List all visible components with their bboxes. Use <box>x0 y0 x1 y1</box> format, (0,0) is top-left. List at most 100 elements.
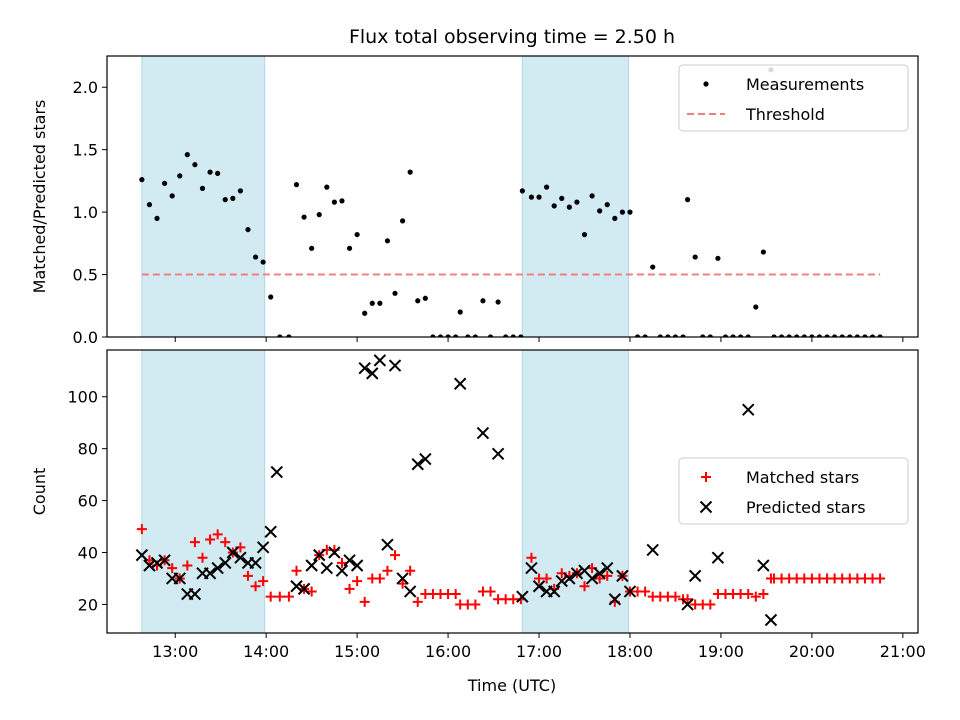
predicted-point <box>388 359 402 372</box>
predicted-point <box>476 426 490 440</box>
matched-point <box>705 599 716 610</box>
predicted-point <box>173 572 186 585</box>
matched-point <box>274 591 285 602</box>
measurement-point <box>536 194 542 200</box>
matched-point <box>743 589 754 600</box>
shaded-span-1 <box>141 349 266 634</box>
matched-point <box>579 581 590 592</box>
predicted-point <box>373 354 387 367</box>
measurement-point <box>324 184 330 190</box>
measurement-point <box>457 309 463 315</box>
matched-point <box>283 591 294 602</box>
predicted-point <box>585 572 599 585</box>
measurement-point <box>215 170 221 176</box>
matched-point <box>450 589 461 600</box>
y-axis-label: Count <box>30 468 49 516</box>
matched-point <box>397 578 408 589</box>
measurement-point <box>162 180 168 186</box>
bottom-panel: 20 40 60 80 100 13:00 14:00 15:00 16:00 17:00 18:0… <box>30 349 926 661</box>
measurement-point <box>487 334 494 337</box>
matched-point <box>412 596 423 607</box>
x-tick-label: 16:00 <box>425 642 471 661</box>
measurement-point <box>566 204 572 210</box>
measurement-point <box>665 334 671 337</box>
predicted-point <box>616 569 629 583</box>
measurement-point <box>771 334 777 337</box>
predicted-point <box>453 377 467 390</box>
measurement-point <box>354 231 360 238</box>
measurement-point <box>528 194 535 200</box>
predicted-point <box>601 561 614 575</box>
measurement-point <box>184 152 190 158</box>
measurement-point <box>331 199 337 205</box>
matched-point <box>750 591 761 602</box>
matched-point <box>374 573 385 584</box>
predicted-point <box>297 582 311 596</box>
predicted-point <box>570 567 584 580</box>
predicted-point <box>381 538 394 551</box>
matched-point <box>306 586 317 597</box>
legend-label: Measurements <box>746 75 864 94</box>
measurement-point <box>824 334 830 337</box>
matched-point <box>602 570 613 581</box>
shaded-span-2 <box>521 349 629 634</box>
predicted-point <box>396 572 409 585</box>
measurement-point <box>745 334 751 337</box>
predicted-point <box>158 554 171 567</box>
measurement-point <box>369 300 375 306</box>
predicted-point <box>608 593 622 606</box>
predicted-point <box>681 598 694 611</box>
measurement-point <box>339 198 345 204</box>
matched-point <box>875 573 886 584</box>
measurement-point <box>495 299 501 305</box>
matched-point <box>390 550 401 561</box>
plot-area <box>139 67 883 337</box>
matched-point <box>167 563 178 574</box>
predicted-point <box>403 585 417 598</box>
predicted-point <box>532 580 546 593</box>
matched-point <box>189 537 200 548</box>
measurement-point <box>199 185 206 191</box>
matched-point <box>265 591 276 602</box>
measurement-point <box>760 249 766 255</box>
measurement-point <box>832 334 838 337</box>
predicted-point <box>742 403 755 416</box>
predicted-point <box>135 548 149 562</box>
measurement-point <box>268 294 274 300</box>
measurement-point <box>346 245 353 251</box>
x-tick-label: 18:00 <box>607 642 653 661</box>
x-tick-label: 15:00 <box>334 642 380 661</box>
measurement-point <box>869 334 876 337</box>
series-matched-stars <box>136 524 886 610</box>
matched-point <box>344 583 355 594</box>
measurement-point <box>286 334 292 337</box>
y-tick-label: 2.0 <box>73 78 98 97</box>
matched-point <box>758 589 769 600</box>
measurement-point <box>816 334 823 337</box>
predicted-point <box>320 561 334 575</box>
measurement-point <box>738 334 744 337</box>
matched-point <box>382 565 393 576</box>
predicted-point <box>249 556 262 570</box>
matched-point <box>485 586 496 597</box>
y-tick-label: 1.0 <box>73 203 98 222</box>
measurement-point <box>154 215 160 221</box>
predicted-point <box>188 587 202 601</box>
series-measurements <box>139 67 883 337</box>
measurement-point <box>518 334 524 337</box>
predicted-point <box>358 361 371 375</box>
predicted-point <box>313 548 326 562</box>
legend-box <box>678 457 909 525</box>
matched-point <box>670 591 681 602</box>
measurement-point <box>634 334 641 337</box>
measurement-point <box>480 298 486 304</box>
measurement-point <box>657 334 663 337</box>
predicted-point <box>623 585 637 598</box>
measurement-point <box>559 195 565 201</box>
measurement-point <box>778 334 785 337</box>
matched-point <box>359 596 370 607</box>
measurement-point <box>384 238 391 244</box>
predicted-point <box>150 556 164 570</box>
measurement-point <box>809 334 815 337</box>
measurement-point <box>177 173 183 179</box>
